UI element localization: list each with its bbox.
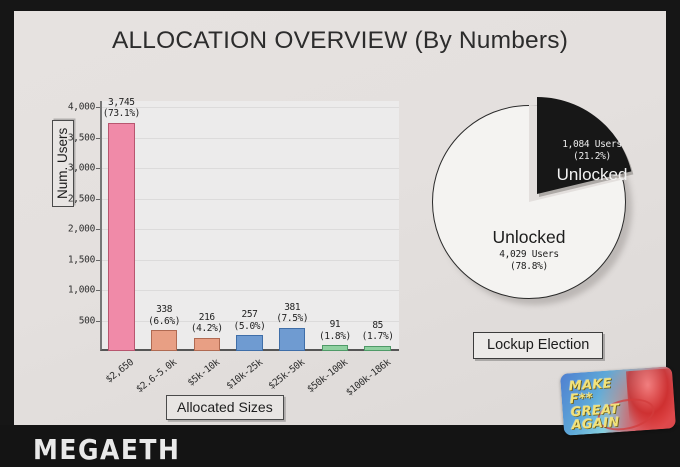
pie-unlocked-percent: (78.8%) — [510, 261, 548, 272]
bar — [236, 335, 263, 351]
maga-sticker: MAKE F** GREAT AGAIN — [559, 366, 677, 436]
x-axis-label: Allocated Sizes — [166, 395, 284, 420]
y-axis-tick-mark — [96, 229, 100, 231]
bar — [108, 122, 135, 351]
gridline — [102, 168, 399, 170]
bar-percent: (73.1%) — [102, 108, 141, 120]
y-axis-tick-mark — [96, 290, 100, 292]
gridline — [102, 229, 399, 231]
bar — [278, 327, 306, 351]
bar-value: 85 — [372, 319, 383, 331]
gridline — [102, 290, 399, 292]
bar-data-label: 216 (4.2%) — [167, 312, 247, 335]
bar-percent: (4.2%) — [190, 323, 223, 335]
bar-data-label: 257 (5.0%) — [210, 309, 290, 332]
sticker-line-4: AGAIN — [571, 414, 621, 434]
y-axis-tick-label: 2,500 — [67, 193, 95, 205]
pie-locked-users: 1,084 Users — [562, 139, 622, 150]
bar — [193, 337, 220, 351]
pie-locked-label: Unlocked — [556, 165, 628, 184]
bar-value: 3,745 — [108, 96, 135, 108]
bar — [364, 345, 391, 351]
bar-value: 257 — [241, 309, 258, 321]
gridline — [102, 137, 399, 139]
y-axis-tick-mark — [96, 320, 100, 322]
bar-value: 338 — [156, 304, 173, 316]
pie-unlocked-users: 4,029 Users — [499, 249, 559, 260]
bar-data-label: 381 (7.5%) — [252, 302, 332, 325]
y-axis-tick-mark — [96, 168, 100, 170]
bar — [321, 345, 349, 351]
bar-value: 381 — [284, 301, 301, 313]
y-axis-tick-label: 2,000 — [67, 223, 95, 235]
bar-data-label: 3,745 (73.1%) — [81, 97, 161, 120]
pie-chart: 1,084 Users (21.2%) Unlocked Unlocked 4,… — [414, 87, 654, 377]
bar-percent: (7.5%) — [276, 313, 309, 325]
pie-unlocked-label: Unlocked — [492, 227, 566, 247]
gridline — [102, 259, 399, 261]
bar-percent: (1.7%) — [361, 331, 394, 343]
y-axis-tick-label: 3,500 — [67, 132, 95, 144]
bar-value: 91 — [329, 319, 341, 331]
bar-data-label: 338 (6.6%) — [124, 304, 204, 327]
y-axis-tick-mark — [96, 137, 100, 139]
pie-chart-caption: Lockup Election — [473, 332, 604, 359]
gridline — [102, 198, 399, 200]
y-axis-tick-label: 4,000 — [67, 101, 95, 113]
y-axis-tick-label: 3,000 — [67, 162, 95, 174]
bar-data-label: 85 (1.7%) — [338, 320, 418, 343]
y-axis-tick-mark — [96, 107, 100, 109]
y-axis-tick-label: 500 — [78, 315, 96, 326]
bar — [150, 330, 178, 351]
page-title: ALLOCATION OVERVIEW (By Numbers) — [111, 27, 569, 54]
pie-locked-percent: (21.2%) — [573, 151, 611, 162]
slide-card: ALLOCATION OVERVIEW (By Numbers) Num. Us… — [14, 11, 666, 425]
y-axis-tick-mark — [96, 198, 100, 200]
gridline — [102, 320, 399, 322]
bar-chart: Num. Users 500 1,000 1,500 2,000 2,500 3,000 3… — [52, 79, 403, 420]
bar-percent: (1.8%) — [318, 330, 351, 342]
gridline — [102, 107, 399, 109]
bar-percent: (6.6%) — [148, 315, 181, 327]
bar-percent: (5.0%) — [233, 320, 266, 332]
bar-chart-plot-area — [100, 101, 399, 351]
y-axis-tick-label: 1,500 — [67, 254, 95, 266]
bar-data-label: 91 (1.8%) — [295, 319, 375, 342]
y-axis-tick-mark — [96, 259, 100, 261]
y-axis-tick-label: 1,000 — [67, 284, 95, 296]
bar-value: 216 — [198, 311, 215, 323]
brand-logo: MEGAETH — [33, 433, 181, 466]
